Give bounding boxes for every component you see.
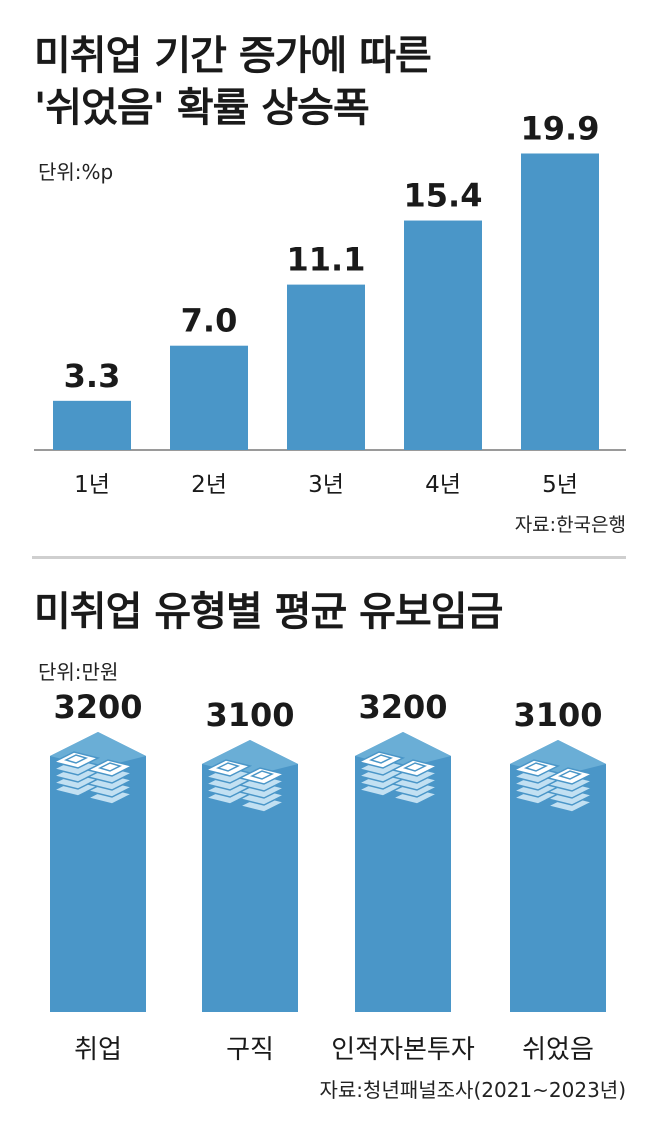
chart1-category-label: 3년 xyxy=(308,472,344,498)
chart2-category-label: 구직 xyxy=(226,1035,274,1065)
chart2-category-label: 취업 xyxy=(74,1035,122,1065)
chart2-value-label: 3100 xyxy=(513,696,602,734)
chart1-value-label: 3.3 xyxy=(64,357,121,395)
chart1-bar xyxy=(521,153,599,451)
chart1-category-label: 2년 xyxy=(191,472,227,498)
chart2-value-label: 3200 xyxy=(53,688,142,726)
stacked-money-icon xyxy=(511,759,595,813)
chart1-value-label: 7.0 xyxy=(181,302,238,340)
stacked-money-icon xyxy=(203,759,287,813)
chart2-bar xyxy=(355,732,451,1012)
chart2-unit-label: 단위:만원 xyxy=(38,660,119,684)
section-divider xyxy=(32,556,626,559)
stacked-money-icon xyxy=(51,751,135,805)
chart1-bar-chart: 3.3 1년 7.0 2년 11.1 3년 15.4 4년 19.9 5년 xyxy=(34,109,626,498)
chart1-category-label: 5년 xyxy=(542,472,578,498)
chart2-value-label: 3100 xyxy=(205,696,294,734)
chart1-title-line1: 미취업 기간 증가에 따른 xyxy=(34,33,432,79)
chart2-bar-chart: 3200 취업 3100 구직 3200 인적자본투자 3100 쉬었음 xyxy=(50,688,606,1065)
chart2-bar xyxy=(510,740,606,1012)
chart1-category-label: 1년 xyxy=(74,472,110,498)
chart1-category-label: 4년 xyxy=(425,472,461,498)
chart1-unit-label: 단위:%p xyxy=(38,160,114,184)
chart2-category-label: 쉬었음 xyxy=(522,1035,594,1065)
chart1-title-line2: '쉬었음' 확률 상승폭 xyxy=(34,85,370,131)
chart1-source: 자료:한국은행 xyxy=(514,514,626,536)
chart1-bar xyxy=(170,345,248,450)
stacked-money-icon xyxy=(356,751,440,805)
chart1-value-label: 11.1 xyxy=(287,241,366,279)
chart2-bar xyxy=(202,740,298,1012)
chart2-bar xyxy=(50,732,146,1012)
chart1-bar xyxy=(404,220,482,450)
chart1-value-label: 15.4 xyxy=(404,177,483,215)
chart2-title: 미취업 유형별 평균 유보임금 xyxy=(34,589,503,635)
chart2-category-label: 인적자본투자 xyxy=(331,1035,475,1065)
chart2-source: 자료:청년패널조사(2021~2023년) xyxy=(319,1078,627,1102)
chart2-value-label: 3200 xyxy=(358,688,447,726)
chart1-bar xyxy=(53,400,131,450)
chart1-bar xyxy=(287,284,365,450)
chart1-title: 미취업 기간 증가에 따른 '쉬었음' 확률 상승폭 xyxy=(34,30,432,134)
chart1-value-label: 19.9 xyxy=(521,109,600,147)
